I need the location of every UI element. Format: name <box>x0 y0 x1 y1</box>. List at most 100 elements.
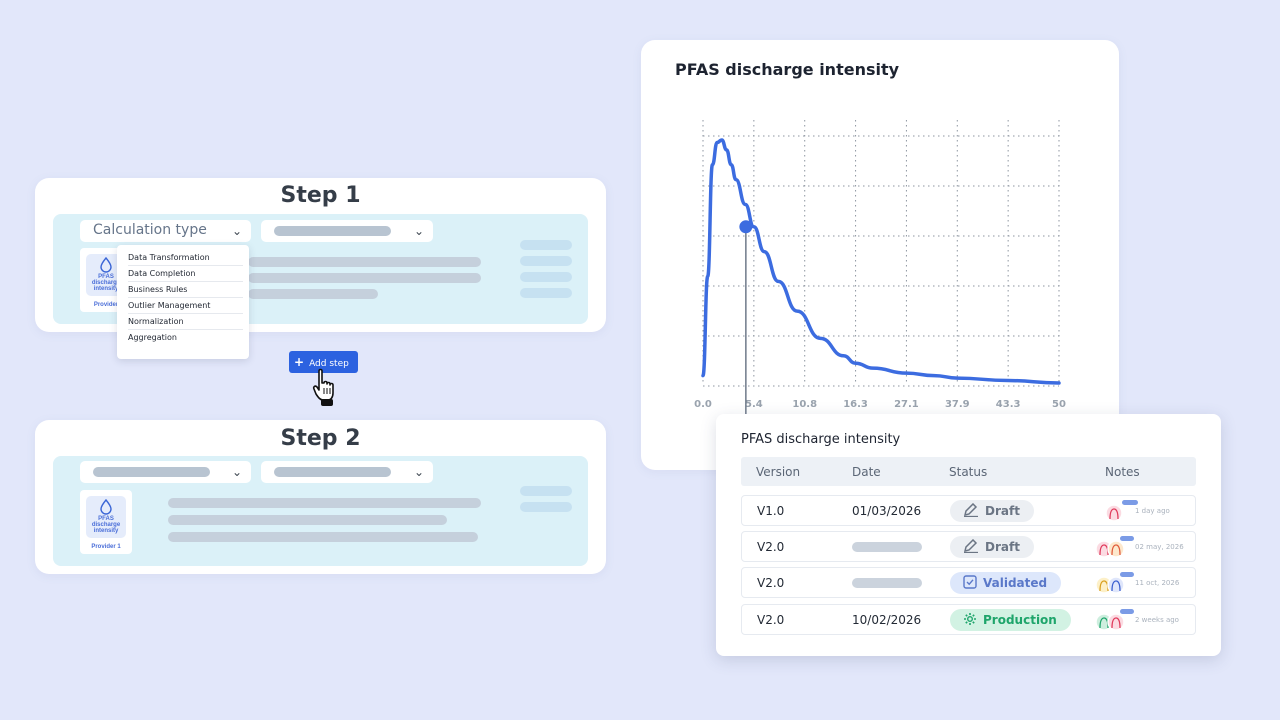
chart-card: PFAS discharge intensity 0.0 5.4 10.8 16.3 2… <box>641 40 1119 470</box>
gear-icon <box>964 613 976 625</box>
hand-pointer-icon <box>312 368 334 406</box>
x-tick-label: 16.3 <box>843 399 868 410</box>
secondary-select[interactable]: ⌄ <box>261 220 433 242</box>
table-title: PFAS discharge intensity <box>741 432 901 447</box>
version-cell: V1.0 <box>757 504 785 518</box>
content-bar <box>248 257 481 267</box>
chevron-down-icon: ⌄ <box>231 465 242 479</box>
note-timestamp: 11 oct, 2026 <box>1135 579 1180 587</box>
step1-title: Step 1 <box>280 183 361 208</box>
note-timestamp: 2 weeks ago <box>1135 616 1179 624</box>
side-bar <box>520 256 572 266</box>
status-badge: Validated <box>950 572 1062 594</box>
step2-panel: ⌄ ⌄ PFAS discharge intensity Provider 1 <box>53 456 588 566</box>
step1-panel: Calculation type ⌄ ⌄ PFAS discharge inte… <box>53 214 588 324</box>
note-timestamp: 1 day ago <box>1135 507 1170 515</box>
provider-name: PFAS discharge intensity <box>91 274 121 292</box>
pencil-icon <box>963 539 978 553</box>
side-bar <box>520 240 572 250</box>
date-placeholder <box>852 578 922 588</box>
status-text: Draft <box>985 504 1020 518</box>
status-badge: Draft <box>950 500 1034 522</box>
check-square-icon <box>963 575 977 589</box>
provider-name: PFAS discharge intensity <box>91 516 121 534</box>
version-cell: V2.0 <box>757 613 785 627</box>
water-drop-icon <box>100 499 112 515</box>
water-drop-icon <box>100 257 112 273</box>
date-placeholder <box>852 542 922 552</box>
table-row[interactable]: V1.0 01/03/2026 Draft 1 day ago <box>741 495 1196 526</box>
version-cell: V2.0 <box>757 540 785 554</box>
side-bar <box>520 486 572 496</box>
x-tick-label: 0.0 <box>694 399 712 410</box>
status-text: Production <box>983 613 1057 627</box>
calculation-type-select[interactable]: Calculation type ⌄ <box>80 220 251 242</box>
x-tick-label: 43.3 <box>996 399 1021 410</box>
select-placeholder <box>274 467 391 477</box>
step2-title: Step 2 <box>280 426 361 451</box>
side-bar <box>520 502 572 512</box>
avatar-stack-icon <box>1095 609 1134 631</box>
add-step-label: Add step <box>309 359 349 369</box>
header-date: Date <box>852 465 881 479</box>
dropdown-item-business-rules[interactable]: Business Rules <box>128 282 243 298</box>
dropdown-item-data-completion[interactable]: Data Completion <box>128 266 243 282</box>
pencil-icon <box>963 503 978 517</box>
chevron-down-icon: ⌄ <box>413 465 424 479</box>
dropdown-item-aggregation[interactable]: Aggregation <box>128 333 177 342</box>
step1-card: Step 1 Calculation type ⌄ ⌄ PFAS dischar… <box>35 178 606 332</box>
version-cell: V2.0 <box>757 576 785 590</box>
table-row[interactable]: V2.0 Draft 02 may, 2026 <box>741 531 1196 562</box>
avatar-stack-icon <box>1105 500 1138 522</box>
chevron-down-icon: ⌄ <box>413 224 424 238</box>
content-bar <box>168 532 478 542</box>
series-line <box>701 138 1061 385</box>
table-header: Version Date Status Notes <box>741 457 1196 486</box>
header-notes: Notes <box>1105 465 1140 479</box>
x-tick-label: 5.4 <box>745 399 763 410</box>
header-version: Version <box>756 465 801 479</box>
content-bar <box>248 289 378 299</box>
x-tick-label: 37.9 <box>945 399 970 410</box>
highlight-point <box>739 220 753 234</box>
status-text: Draft <box>985 540 1020 554</box>
content-bar <box>168 498 481 508</box>
table-row[interactable]: V2.0 Validated 11 oct, 2026 <box>741 567 1196 598</box>
dropdown-item-normalization[interactable]: Normalization <box>128 314 243 330</box>
header-status: Status <box>949 465 988 479</box>
provider-icon-box: PFAS discharge intensity <box>86 496 126 538</box>
dropdown-item-outlier-management[interactable]: Outlier Management <box>128 298 243 314</box>
x-tick-label: 27.1 <box>894 399 919 410</box>
status-text: Validated <box>983 576 1048 590</box>
x-tick-label: 10.8 <box>792 399 817 410</box>
content-bar <box>168 515 447 525</box>
avatar-stack-icon <box>1095 572 1134 594</box>
avatar-stack-icon <box>1095 536 1134 558</box>
versions-table-card: PFAS discharge intensity Version Date St… <box>716 414 1221 656</box>
table-row[interactable]: V2.0 10/02/2026 Production 2 weeks ago <box>741 604 1196 635</box>
add-step-button[interactable]: + Add step <box>289 351 358 373</box>
date-cell: 10/02/2026 <box>852 613 922 627</box>
side-bar <box>520 288 572 298</box>
dropdown-item-data-transformation[interactable]: Data Transformation <box>128 250 243 266</box>
x-tick-label: 50 <box>1052 399 1066 410</box>
provider-label: Provider 1 <box>91 544 121 550</box>
note-timestamp: 02 may, 2026 <box>1135 543 1184 551</box>
provider-card[interactable]: PFAS discharge intensity Provider 1 <box>80 490 132 554</box>
select-placeholder <box>93 467 210 477</box>
date-cell: 01/03/2026 <box>852 504 922 518</box>
step2-card: Step 2 ⌄ ⌄ PFAS discharge intensity Prov… <box>35 420 606 574</box>
content-bar <box>248 273 481 283</box>
plus-icon: + <box>294 355 305 369</box>
line-chart: 0.0 5.4 10.8 16.3 27.1 37.9 43.3 50 <box>694 120 1066 470</box>
second-select[interactable]: ⌄ <box>261 461 433 483</box>
calculation-type-label: Calculation type <box>93 222 207 238</box>
provider-label: Provider <box>93 302 119 308</box>
first-select[interactable]: ⌄ <box>80 461 251 483</box>
calculation-type-dropdown: Data Transformation Data Completion Busi… <box>117 245 249 359</box>
status-badge: Production <box>950 609 1071 631</box>
chevron-down-icon: ⌄ <box>231 224 242 238</box>
status-badge: Draft <box>950 536 1034 558</box>
side-bar <box>520 272 572 282</box>
chart-title: PFAS discharge intensity <box>675 60 900 79</box>
